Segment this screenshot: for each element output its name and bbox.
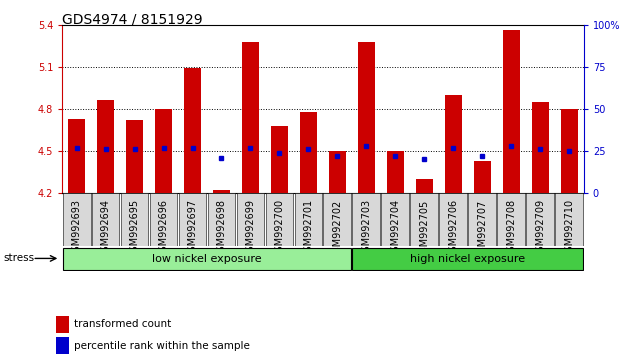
Text: GSM992699: GSM992699 [245,199,255,258]
Text: GSM992700: GSM992700 [274,199,284,258]
Text: GSM992706: GSM992706 [448,199,458,258]
FancyBboxPatch shape [92,193,119,246]
Bar [329,151,346,193]
FancyBboxPatch shape [179,193,206,246]
Text: GSM992710: GSM992710 [564,199,574,258]
FancyBboxPatch shape [266,193,293,246]
Text: GSM992695: GSM992695 [130,199,140,258]
Bar [502,30,520,193]
Text: GSM992696: GSM992696 [158,199,168,258]
Text: GSM992707: GSM992707 [478,199,487,258]
Bar [97,101,114,193]
Text: GSM992698: GSM992698 [217,199,227,258]
Bar [213,190,230,193]
Text: GSM992694: GSM992694 [101,199,111,258]
Text: GSM992704: GSM992704 [391,199,401,258]
FancyBboxPatch shape [63,248,351,270]
FancyBboxPatch shape [353,193,380,246]
FancyBboxPatch shape [150,193,178,246]
Bar [474,161,491,193]
Text: GSM992703: GSM992703 [361,199,371,258]
FancyBboxPatch shape [440,193,467,246]
FancyBboxPatch shape [207,193,235,246]
Bar [184,68,201,193]
Text: GSM992708: GSM992708 [506,199,516,258]
FancyBboxPatch shape [527,193,554,246]
Text: stress: stress [3,253,34,263]
Text: GSM992705: GSM992705 [419,199,429,258]
Bar [532,102,549,193]
Text: percentile rank within the sample: percentile rank within the sample [75,341,250,350]
FancyBboxPatch shape [324,193,351,246]
Text: transformed count: transformed count [75,319,171,329]
FancyBboxPatch shape [237,193,265,246]
Bar [155,109,172,193]
FancyBboxPatch shape [381,193,409,246]
Bar [300,112,317,193]
FancyBboxPatch shape [120,193,148,246]
Text: GSM992701: GSM992701 [304,199,314,258]
Bar [56,337,69,354]
Text: high nickel exposure: high nickel exposure [410,254,525,264]
Bar [242,42,259,193]
FancyBboxPatch shape [468,193,496,246]
Text: GSM992697: GSM992697 [188,199,197,258]
Bar [415,179,433,193]
Text: low nickel exposure: low nickel exposure [152,254,262,264]
Bar [56,316,69,333]
Bar [387,151,404,193]
FancyBboxPatch shape [353,248,583,270]
Text: GSM992693: GSM992693 [71,199,81,258]
FancyBboxPatch shape [63,193,91,246]
FancyBboxPatch shape [410,193,438,246]
Bar [445,95,462,193]
Text: GSM992709: GSM992709 [535,199,545,258]
FancyBboxPatch shape [555,193,583,246]
FancyBboxPatch shape [294,193,322,246]
Bar [561,109,578,193]
Text: GDS4974 / 8151929: GDS4974 / 8151929 [62,12,202,27]
Bar [271,126,288,193]
FancyBboxPatch shape [497,193,525,246]
Bar [68,119,85,193]
Bar [126,120,143,193]
Text: GSM992702: GSM992702 [332,199,342,258]
Bar [358,42,375,193]
